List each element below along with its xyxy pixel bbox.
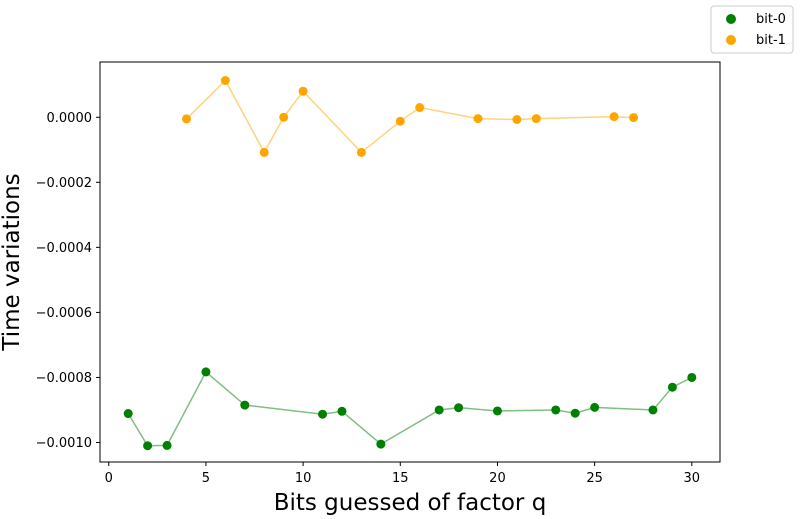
data-point-bit-1 — [531, 114, 541, 124]
y-tick-label: −0.0006 — [36, 306, 92, 321]
data-point-bit-0 — [551, 405, 561, 415]
data-point-bit-1 — [259, 147, 269, 157]
data-point-bit-0 — [454, 403, 464, 413]
legend-marker-bit-1 — [726, 35, 736, 45]
data-point-bit-1 — [220, 76, 230, 86]
data-point-bit-1 — [473, 114, 483, 124]
data-point-bit-0 — [376, 439, 386, 449]
data-point-bit-1 — [512, 115, 522, 125]
plot-frame — [99, 61, 721, 463]
series-layer — [123, 76, 697, 451]
data-point-bit-1 — [298, 86, 308, 96]
y-tick-label: −0.0004 — [36, 241, 92, 256]
y-tick-label: 0.0000 — [47, 111, 93, 126]
data-point-bit-1 — [181, 114, 191, 124]
data-point-bit-1 — [279, 112, 289, 122]
x-axis-title: Bits guessed of factor q — [274, 490, 547, 516]
data-point-bit-0 — [687, 372, 697, 382]
data-point-bit-0 — [590, 402, 600, 412]
y-axis-title: Time variations — [0, 173, 25, 351]
x-tick-label: 5 — [202, 471, 210, 486]
data-point-bit-0 — [123, 409, 133, 419]
x-tick-label: 30 — [684, 471, 701, 486]
data-point-bit-0 — [434, 405, 444, 415]
x-tick-label: 10 — [295, 471, 312, 486]
data-point-bit-0 — [162, 440, 172, 450]
legend-label-bit-0: bit-0 — [756, 12, 786, 27]
data-point-bit-0 — [492, 406, 502, 416]
data-point-bit-1 — [629, 113, 639, 123]
plot-area — [100, 62, 720, 462]
data-point-bit-1 — [415, 103, 425, 113]
data-point-bit-1 — [609, 112, 619, 122]
data-point-bit-0 — [143, 441, 153, 451]
x-tick-label: 25 — [586, 471, 603, 486]
x-tick-label: 20 — [489, 471, 506, 486]
y-axis: 0.0000 −0.0002 −0.0004 −0.0006 −0.0008 −0.001… — [36, 111, 100, 451]
y-tick-label: −0.0002 — [36, 176, 92, 191]
data-point-bit-0 — [201, 367, 211, 377]
data-point-bit-1 — [356, 147, 366, 157]
legend-marker-bit-0 — [726, 14, 736, 24]
x-axis: 0 5 10 15 20 25 30 — [105, 462, 700, 486]
data-point-bit-0 — [240, 400, 250, 410]
data-point-bit-0 — [318, 409, 328, 419]
data-point-bit-1 — [395, 116, 405, 126]
x-tick-label: 15 — [392, 471, 409, 486]
data-point-bit-0 — [570, 408, 580, 418]
y-tick-label: −0.0008 — [36, 371, 92, 386]
data-point-bit-0 — [667, 382, 677, 392]
legend: bit-0 bit-1 — [710, 5, 794, 54]
data-point-bit-0 — [337, 406, 347, 416]
legend-label-bit-1: bit-1 — [756, 33, 786, 48]
x-tick-label: 0 — [105, 471, 113, 486]
y-tick-label: −0.0010 — [36, 436, 92, 451]
data-point-bit-0 — [648, 405, 658, 415]
